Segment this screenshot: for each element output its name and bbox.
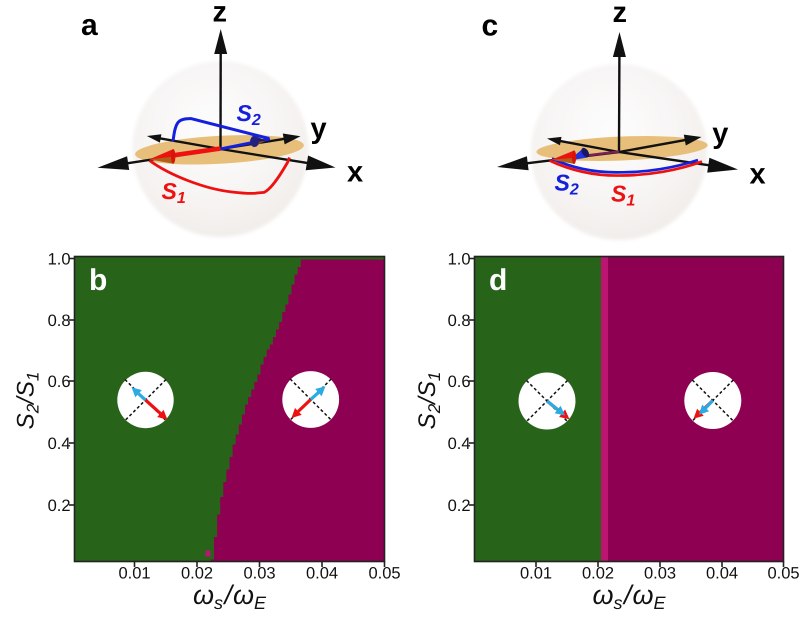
svg-text:a: a <box>81 9 98 42</box>
svg-text:c: c <box>482 10 499 43</box>
svg-text:z: z <box>213 0 228 29</box>
svg-text:0.6: 0.6 <box>448 373 471 391</box>
svg-text:d: d <box>489 264 507 297</box>
svg-text:x: x <box>750 159 766 191</box>
svg-text:0.04: 0.04 <box>706 565 738 583</box>
svg-text:0.05: 0.05 <box>368 565 400 583</box>
svg-text:0.4: 0.4 <box>48 435 71 453</box>
svg-text:0.2: 0.2 <box>448 497 471 515</box>
svg-text:0.8: 0.8 <box>448 312 471 330</box>
svg-text:0.01: 0.01 <box>520 565 552 583</box>
svg-text:1.0: 1.0 <box>48 250 71 268</box>
svg-text:z: z <box>613 0 628 29</box>
svg-text:x: x <box>347 157 363 189</box>
svg-text:0.4: 0.4 <box>448 435 471 453</box>
svg-text:0.2: 0.2 <box>48 497 71 515</box>
svg-text:0.04: 0.04 <box>306 565 338 583</box>
svg-text:0.01: 0.01 <box>118 565 150 583</box>
svg-text:0.05: 0.05 <box>767 565 799 583</box>
svg-text:0.6: 0.6 <box>48 373 71 391</box>
svg-text:y: y <box>311 113 327 145</box>
svg-text:0.8: 0.8 <box>48 312 71 330</box>
svg-text:y: y <box>712 118 728 150</box>
svg-text:b: b <box>89 264 107 297</box>
svg-text:1.0: 1.0 <box>448 250 471 268</box>
